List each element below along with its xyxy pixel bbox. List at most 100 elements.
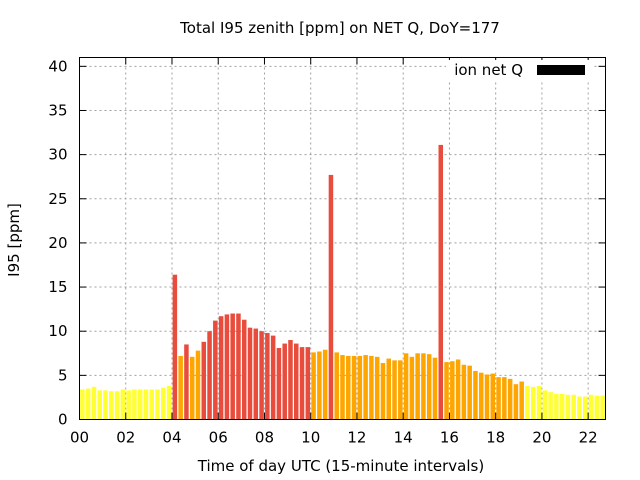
bar [398, 360, 403, 420]
bar [236, 313, 241, 420]
bar [490, 373, 496, 420]
bar [571, 394, 576, 420]
bar [328, 174, 334, 420]
bar [282, 343, 287, 420]
bar [380, 362, 386, 420]
bar [478, 372, 484, 420]
bar [403, 353, 409, 420]
bar [577, 396, 582, 420]
bar [178, 355, 183, 420]
x-tick-label: 06 [209, 429, 228, 447]
bar [340, 355, 345, 420]
bar [565, 394, 571, 420]
plot-frame [79, 57, 606, 420]
bar [473, 370, 478, 420]
bar [317, 351, 322, 420]
bar [542, 390, 548, 420]
grid [79, 57, 606, 420]
x-tick-label: 22 [579, 429, 598, 447]
bar [421, 353, 426, 420]
bar [91, 386, 97, 420]
bar [184, 344, 189, 420]
x-tick-label: 04 [162, 429, 181, 447]
bar [450, 361, 455, 420]
chart-title: Total I95 zenith [ppm] on NET Q, DoY=177 [179, 19, 500, 37]
y-tick-label: 40 [48, 57, 67, 75]
bar [415, 353, 420, 420]
bar [392, 360, 397, 420]
bar [386, 358, 391, 420]
bar [496, 377, 501, 420]
bar [502, 377, 507, 420]
y-tick-label: 15 [48, 278, 67, 296]
x-tick-label: 20 [532, 429, 551, 447]
bar [513, 384, 519, 420]
bar [351, 355, 357, 420]
bar [253, 328, 259, 420]
bar [363, 355, 368, 420]
x-tick-label: 00 [70, 429, 89, 447]
y-tick-label: 0 [58, 411, 68, 429]
bar [467, 365, 472, 420]
bar [305, 347, 311, 420]
x-tick-label: 16 [440, 429, 459, 447]
bar [519, 381, 524, 420]
bar [218, 316, 224, 420]
axis-ticks: 0 5 10 15 20 25 30 35 40 00 02 04 06 08 10 12 14 16 18 20 22 [48, 57, 606, 447]
bar [594, 395, 600, 420]
bar [559, 393, 565, 420]
bar [583, 396, 588, 420]
bar [143, 389, 149, 420]
bar [85, 388, 91, 420]
x-tick-label: 02 [116, 429, 135, 447]
bar [80, 389, 85, 420]
legend-swatch [537, 65, 585, 75]
bar [588, 394, 594, 420]
y-tick-label: 10 [48, 322, 67, 340]
bar [461, 364, 467, 420]
bar [426, 354, 432, 420]
bar [374, 356, 380, 420]
y-tick-label: 5 [58, 366, 68, 384]
bar [207, 331, 212, 420]
bar [334, 352, 339, 420]
x-tick-label: 10 [301, 429, 320, 447]
bar [346, 355, 351, 420]
bar [149, 389, 155, 420]
bar [241, 319, 247, 420]
bar [438, 144, 444, 420]
bar [230, 313, 235, 420]
bar [294, 343, 299, 420]
bar [189, 356, 195, 420]
bar [103, 390, 108, 420]
bar [213, 320, 218, 420]
x-tick-label: 12 [347, 429, 366, 447]
bar [201, 341, 207, 420]
bar [311, 352, 316, 420]
x-tick-label: 08 [255, 429, 274, 447]
x-tick-label: 18 [486, 429, 505, 447]
y-tick-label: 30 [48, 146, 67, 164]
bar [132, 389, 137, 420]
bar [444, 362, 449, 420]
bar [259, 331, 264, 420]
bar [224, 314, 230, 420]
legend: ion net Q [446, 60, 592, 80]
bar [97, 390, 102, 420]
bar [525, 385, 530, 420]
bar [109, 391, 114, 420]
bars [80, 144, 605, 420]
bar [369, 355, 374, 420]
bar [155, 389, 160, 420]
bar [288, 340, 293, 420]
bar [120, 389, 126, 420]
bar [530, 386, 536, 420]
bar [137, 389, 143, 420]
bar [322, 349, 328, 420]
bar [600, 395, 605, 420]
x-axis-label: Time of day UTC (15-minute intervals) [197, 457, 484, 475]
legend-label: ion net Q [454, 61, 523, 79]
bar [270, 335, 276, 420]
bar [409, 356, 415, 420]
